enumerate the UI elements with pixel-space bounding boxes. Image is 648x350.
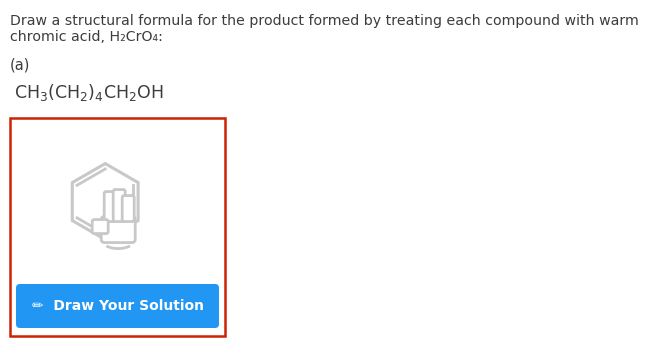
FancyBboxPatch shape xyxy=(113,190,125,222)
FancyBboxPatch shape xyxy=(16,284,219,328)
FancyBboxPatch shape xyxy=(122,196,134,222)
Text: $\mathregular{CH_3(CH_2)_4CH_2OH}$: $\mathregular{CH_3(CH_2)_4CH_2OH}$ xyxy=(14,82,164,103)
FancyBboxPatch shape xyxy=(101,217,135,243)
FancyBboxPatch shape xyxy=(10,118,225,336)
Text: ✏  Draw Your Solution: ✏ Draw Your Solution xyxy=(32,299,203,313)
Text: chromic acid, H₂CrO₄:: chromic acid, H₂CrO₄: xyxy=(10,30,163,44)
Text: Draw a structural formula for the product formed by treating each compound with : Draw a structural formula for the produc… xyxy=(10,14,639,28)
FancyBboxPatch shape xyxy=(104,191,116,222)
Text: (a): (a) xyxy=(10,58,30,73)
FancyBboxPatch shape xyxy=(92,219,108,233)
